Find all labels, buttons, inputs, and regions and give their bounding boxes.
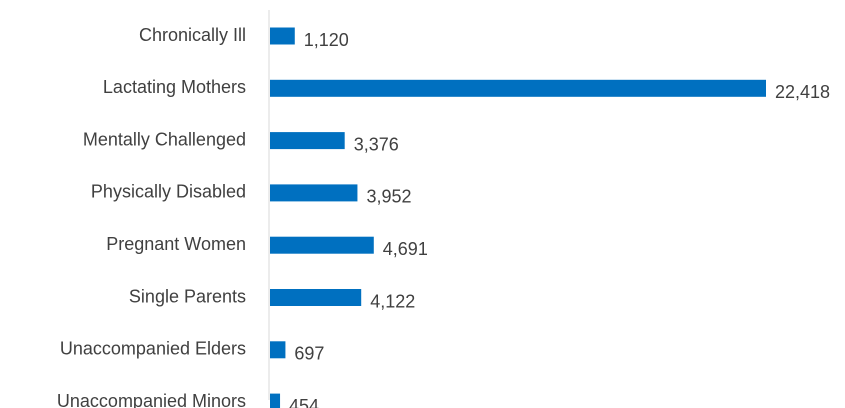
- data-label: 22,418: [775, 82, 830, 102]
- bar: [270, 341, 286, 359]
- bar: [270, 289, 362, 306]
- category-label: Lactating Mothers: [103, 77, 246, 97]
- data-label: 1,120: [304, 30, 349, 50]
- bar: [270, 27, 295, 45]
- data-labels: 1,120 22,418 3,376 3,952 4,691 4,122 697 454: [289, 30, 830, 408]
- bar: [270, 393, 281, 408]
- category-label: Physically Disabled: [91, 182, 246, 202]
- bars: [270, 27, 766, 408]
- category-labels: Chronically Ill Lactating Mothers Mentally…: [57, 25, 246, 408]
- bar: [270, 79, 766, 97]
- category-label: Chronically Ill: [139, 25, 246, 45]
- category-label: Pregnant Women: [106, 234, 246, 254]
- data-label: 454: [289, 396, 319, 408]
- bar: [270, 184, 358, 202]
- category-label: Unaccompanied Elders: [60, 339, 246, 359]
- data-label: 3,952: [366, 187, 411, 207]
- bar: [270, 236, 374, 254]
- category-label: Single Parents: [129, 286, 246, 306]
- bar: [270, 132, 345, 150]
- data-label: 4,691: [383, 239, 428, 259]
- category-label: Mentally Challenged: [83, 129, 246, 149]
- category-label: Unaccompanied Minors: [57, 391, 246, 408]
- data-label: 697: [294, 344, 324, 364]
- data-label: 4,122: [370, 291, 415, 311]
- data-label: 3,376: [354, 134, 399, 154]
